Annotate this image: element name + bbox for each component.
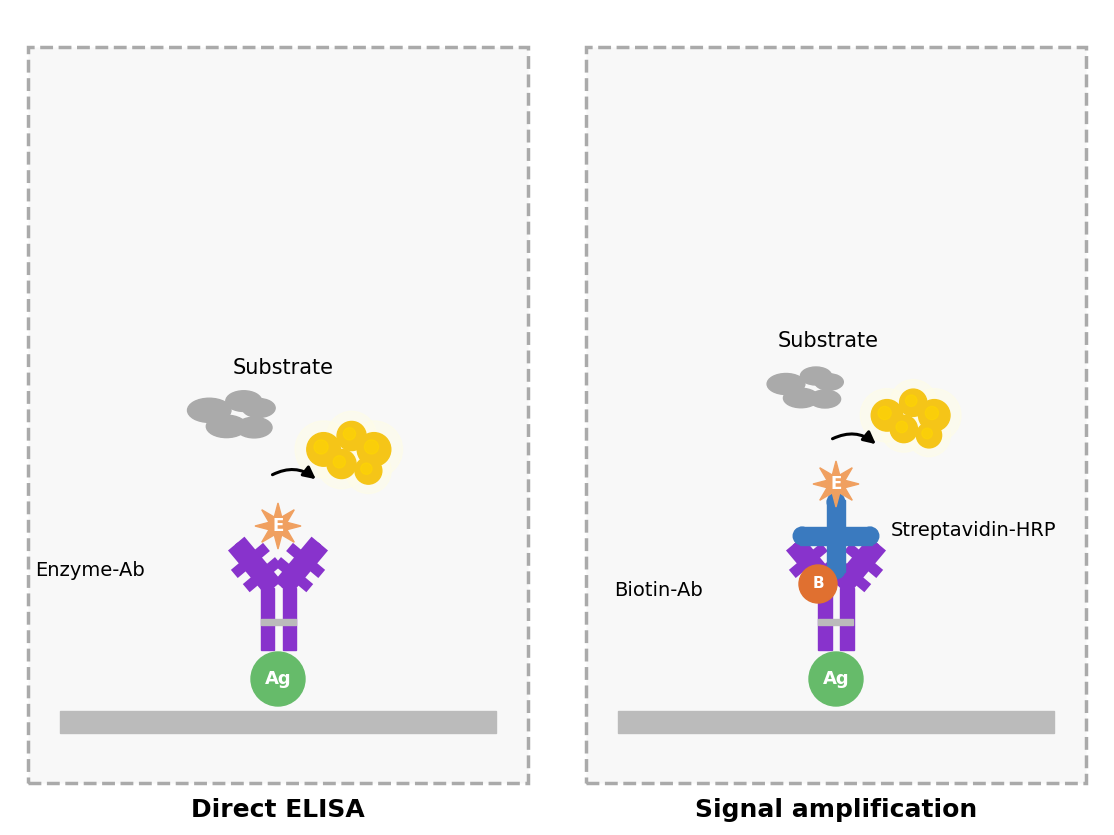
Circle shape: [355, 458, 382, 484]
Ellipse shape: [810, 390, 841, 408]
Text: E: E: [830, 475, 842, 493]
Ellipse shape: [236, 418, 272, 438]
Circle shape: [326, 412, 377, 461]
Circle shape: [871, 400, 902, 431]
Circle shape: [878, 407, 891, 420]
Circle shape: [809, 652, 863, 706]
Circle shape: [908, 388, 961, 442]
Circle shape: [926, 407, 938, 420]
Ellipse shape: [226, 391, 262, 412]
Circle shape: [343, 428, 355, 440]
Circle shape: [861, 527, 879, 545]
Text: Streptavidin-HRP: Streptavidin-HRP: [891, 522, 1056, 540]
Text: Ag: Ag: [822, 670, 849, 688]
Bar: [261, 619, 295, 625]
Circle shape: [333, 456, 345, 468]
Text: B: B: [812, 576, 824, 591]
Circle shape: [361, 463, 372, 474]
Text: Substrate: Substrate: [778, 331, 879, 351]
Circle shape: [358, 433, 391, 466]
Circle shape: [364, 440, 379, 454]
Bar: [828, 500, 844, 572]
Circle shape: [908, 414, 950, 457]
Circle shape: [921, 428, 932, 438]
Text: Direct ELISA: Direct ELISA: [192, 798, 365, 822]
Circle shape: [251, 652, 305, 706]
Ellipse shape: [783, 388, 819, 407]
Circle shape: [345, 421, 402, 478]
Circle shape: [906, 395, 917, 407]
Circle shape: [799, 565, 837, 603]
Ellipse shape: [187, 398, 231, 423]
Ellipse shape: [800, 367, 831, 385]
Circle shape: [828, 561, 844, 579]
Polygon shape: [255, 503, 301, 549]
Bar: [840, 588, 853, 650]
Circle shape: [890, 380, 937, 426]
Bar: [828, 527, 844, 545]
Bar: [586, 47, 1086, 783]
Circle shape: [917, 423, 941, 448]
Ellipse shape: [814, 374, 843, 390]
Circle shape: [900, 389, 927, 417]
Circle shape: [328, 449, 356, 478]
Circle shape: [919, 400, 950, 431]
Text: Enzyme-Ab: Enzyme-Ab: [36, 560, 145, 579]
Bar: [60, 711, 496, 733]
Bar: [283, 588, 295, 650]
Bar: [618, 711, 1054, 733]
Circle shape: [345, 448, 391, 493]
Text: Substrate: Substrate: [233, 358, 333, 378]
Text: E: E: [272, 517, 284, 535]
Circle shape: [880, 406, 927, 453]
Circle shape: [306, 433, 341, 466]
Circle shape: [338, 422, 367, 451]
Bar: [261, 588, 274, 650]
Circle shape: [314, 440, 329, 454]
Circle shape: [828, 493, 844, 511]
Circle shape: [896, 421, 908, 433]
Ellipse shape: [768, 373, 805, 394]
Text: Biotin-Ab: Biotin-Ab: [614, 580, 702, 600]
Bar: [819, 619, 853, 625]
Ellipse shape: [206, 415, 246, 438]
Circle shape: [860, 388, 913, 442]
Text: Ag: Ag: [265, 670, 292, 688]
Circle shape: [295, 421, 352, 478]
Ellipse shape: [242, 398, 275, 418]
Bar: [28, 47, 528, 783]
Bar: [819, 588, 831, 650]
Text: Signal amplification: Signal amplification: [695, 798, 977, 822]
Bar: [800, 527, 871, 545]
Circle shape: [316, 439, 367, 488]
Polygon shape: [813, 461, 859, 507]
Circle shape: [793, 527, 811, 545]
Circle shape: [890, 415, 918, 443]
